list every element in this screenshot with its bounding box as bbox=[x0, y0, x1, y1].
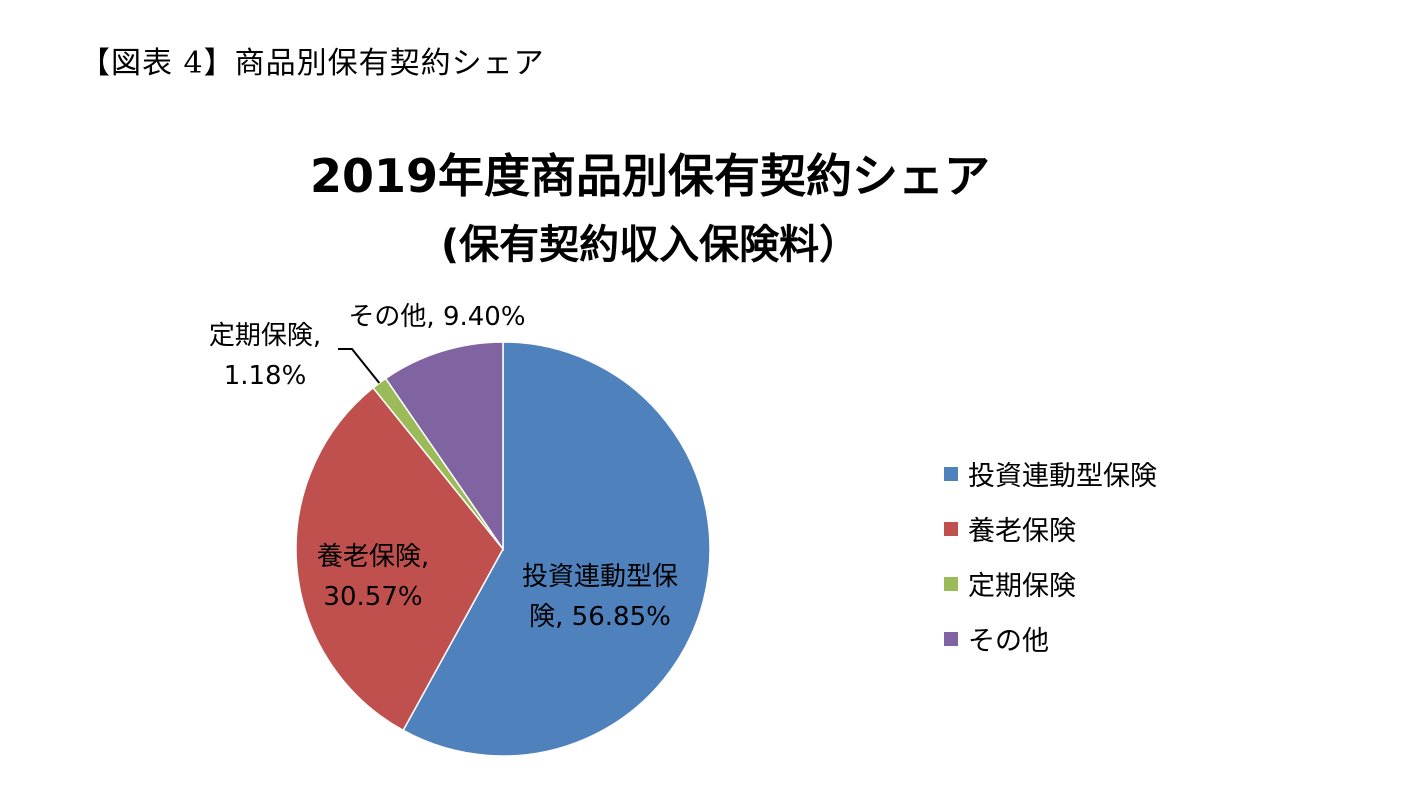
legend-swatch bbox=[944, 631, 958, 646]
leader-line bbox=[338, 348, 381, 384]
data-label-1: 投資連動型保険, 56.85% bbox=[522, 562, 678, 632]
data-label-2: 養老保険, 30.57% bbox=[317, 542, 429, 612]
legend-item-3: 定期保険 bbox=[944, 556, 1157, 611]
legend-item-4: その他 bbox=[944, 611, 1157, 666]
legend-item-2: 養老保険 bbox=[944, 501, 1157, 556]
pie-slice-4 bbox=[384, 341, 504, 552]
chart-subtitle: (保有契約収入保険料） bbox=[440, 222, 860, 268]
legend-label: 養老保険 bbox=[968, 516, 1076, 547]
chart-title: 2019年度商品別保有契約シェア bbox=[309, 149, 991, 203]
figure-caption: 【図表 4】商品別保有契約シェア bbox=[80, 46, 545, 81]
pie-slice-1 bbox=[402, 341, 711, 757]
legend-item-1: 投資連動型保険 bbox=[944, 446, 1157, 501]
legend-swatch bbox=[944, 521, 958, 536]
legend-label: 定期保険 bbox=[968, 571, 1076, 602]
legend-swatch bbox=[944, 576, 958, 591]
legend-label: 投資連動型保険 bbox=[968, 461, 1157, 492]
pie-slice-2 bbox=[295, 386, 504, 732]
data-label-3: 定期保険, 1.18% bbox=[209, 321, 321, 391]
legend-swatch bbox=[944, 466, 958, 481]
data-label-4: その他, 9.40% bbox=[348, 302, 525, 332]
legend: 投資連動型保険 養老保険定期保険その他 bbox=[944, 446, 1157, 666]
legend-label: その他 bbox=[968, 626, 1049, 657]
